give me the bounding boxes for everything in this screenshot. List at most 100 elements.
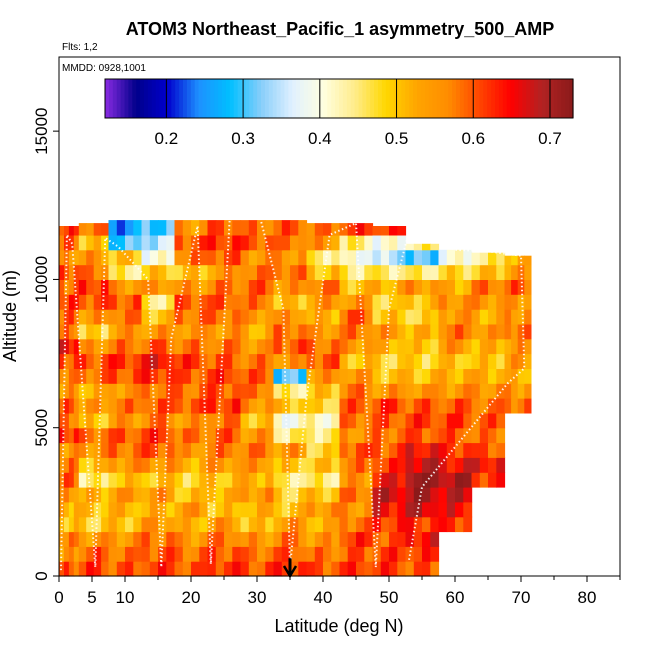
heatmap-cell — [298, 561, 308, 577]
heatmap-cell — [125, 457, 134, 473]
heatmap-cell — [281, 264, 291, 280]
heatmap-cell — [141, 427, 151, 444]
heatmap-cell — [182, 338, 192, 355]
heatmap-cell — [405, 279, 415, 295]
colorbar-segment — [534, 79, 539, 118]
heatmap-cell — [224, 487, 233, 503]
heatmap-cell — [281, 353, 291, 369]
heatmap-cell — [108, 472, 118, 488]
heatmap-cell — [339, 442, 349, 458]
heatmap-cell — [158, 383, 167, 399]
heatmap-cell — [405, 531, 415, 547]
heatmap-cell — [93, 501, 102, 518]
heatmap-cell — [265, 501, 275, 518]
heatmap-cell — [290, 309, 299, 325]
heatmap-cell — [224, 546, 233, 562]
heatmap-cell — [257, 472, 266, 488]
heatmap-cell — [125, 561, 134, 577]
heatmap-cell — [298, 234, 308, 251]
heatmap-cell — [314, 264, 324, 280]
heatmap-cell — [298, 279, 308, 295]
heatmap-cell — [380, 487, 390, 503]
colorbar-segment — [323, 79, 328, 118]
heatmap-cell — [430, 561, 440, 577]
colorbar-segment — [506, 79, 512, 118]
heatmap-cell — [347, 487, 357, 503]
heatmap-cell — [273, 279, 283, 295]
heatmap-cell — [93, 249, 102, 266]
heatmap-cell — [511, 368, 519, 384]
heatmap-cell — [116, 264, 126, 280]
heatmap-cell — [232, 323, 242, 340]
heatmap-cell — [347, 412, 357, 429]
heatmap-cell — [298, 501, 308, 518]
heatmap-cell — [101, 279, 110, 295]
heatmap-cell — [446, 338, 456, 355]
heatmap-cell — [86, 531, 95, 547]
heatmap-cell — [511, 323, 519, 340]
colorbar-segment — [401, 79, 406, 118]
heatmap-cell — [101, 294, 110, 310]
x-tick-label: 30 — [248, 588, 267, 607]
colorbar-segment — [284, 79, 289, 118]
heatmap-cell — [306, 323, 316, 340]
heatmap-cell — [73, 427, 80, 444]
heatmap-cell — [224, 309, 233, 325]
heatmap-cell — [224, 531, 233, 547]
heatmap-cell — [78, 427, 87, 444]
heatmap-cell — [207, 427, 217, 444]
colorbar-segment — [264, 79, 270, 118]
heatmap-cell — [215, 561, 225, 577]
heatmap-cell — [364, 383, 374, 399]
heatmap-cell — [133, 249, 143, 266]
colorbar-segment — [409, 79, 414, 118]
heatmap-cell — [405, 501, 415, 518]
heatmap-cell — [463, 338, 473, 355]
heatmap-cell — [215, 457, 225, 473]
heatmap-cell — [93, 309, 102, 325]
heatmap-cell — [323, 487, 332, 503]
heatmap-cell — [73, 226, 80, 236]
heatmap-cell — [389, 226, 398, 236]
heatmap-cell — [524, 294, 532, 310]
heatmap-cell — [191, 368, 200, 384]
heatmap-cell — [232, 472, 242, 488]
heatmap-cell — [108, 398, 118, 414]
heatmap-cell — [240, 427, 250, 444]
arrow-head — [282, 565, 298, 579]
heatmap-cell — [488, 442, 497, 458]
heatmap-cell — [86, 516, 95, 533]
heatmap-cell — [248, 294, 258, 310]
heatmap-cell — [182, 323, 192, 340]
heatmap-cell — [116, 412, 126, 429]
heatmap-cell — [446, 294, 456, 310]
heatmap-cell — [68, 487, 75, 503]
heatmap-cell — [438, 279, 448, 295]
heatmap-cell — [68, 264, 75, 280]
heatmap-cell — [86, 223, 95, 236]
y-axis: 0 5000 10000 15000 — [32, 108, 59, 581]
heatmap-cell — [108, 309, 118, 325]
heatmap-cell — [306, 264, 316, 280]
colorbar-segment — [108, 79, 114, 118]
heatmap-cell — [93, 457, 102, 473]
colorbar-segment — [545, 79, 551, 118]
colorbar-tick-label: 0.4 — [308, 129, 332, 148]
heatmap-cell — [240, 368, 250, 384]
heatmap-cell — [290, 338, 299, 355]
colorbar-segment — [315, 79, 321, 118]
heatmap-cell — [199, 220, 209, 236]
heatmap-cell — [389, 338, 398, 355]
dates-label: MMDD: 0928,1001 — [62, 63, 146, 74]
heatmap-cell — [207, 501, 217, 518]
heatmap-cell — [430, 546, 440, 562]
heatmap-cell — [125, 546, 134, 562]
colorbar-segment — [229, 79, 235, 118]
heatmap-cell — [78, 353, 87, 369]
heatmap-cell — [191, 442, 200, 458]
trajectory-layer — [60, 195, 526, 571]
heatmap-cell — [166, 249, 176, 266]
heatmap-cell — [524, 279, 532, 295]
heatmap-cell — [463, 323, 473, 340]
heatmap-cell — [455, 279, 464, 295]
